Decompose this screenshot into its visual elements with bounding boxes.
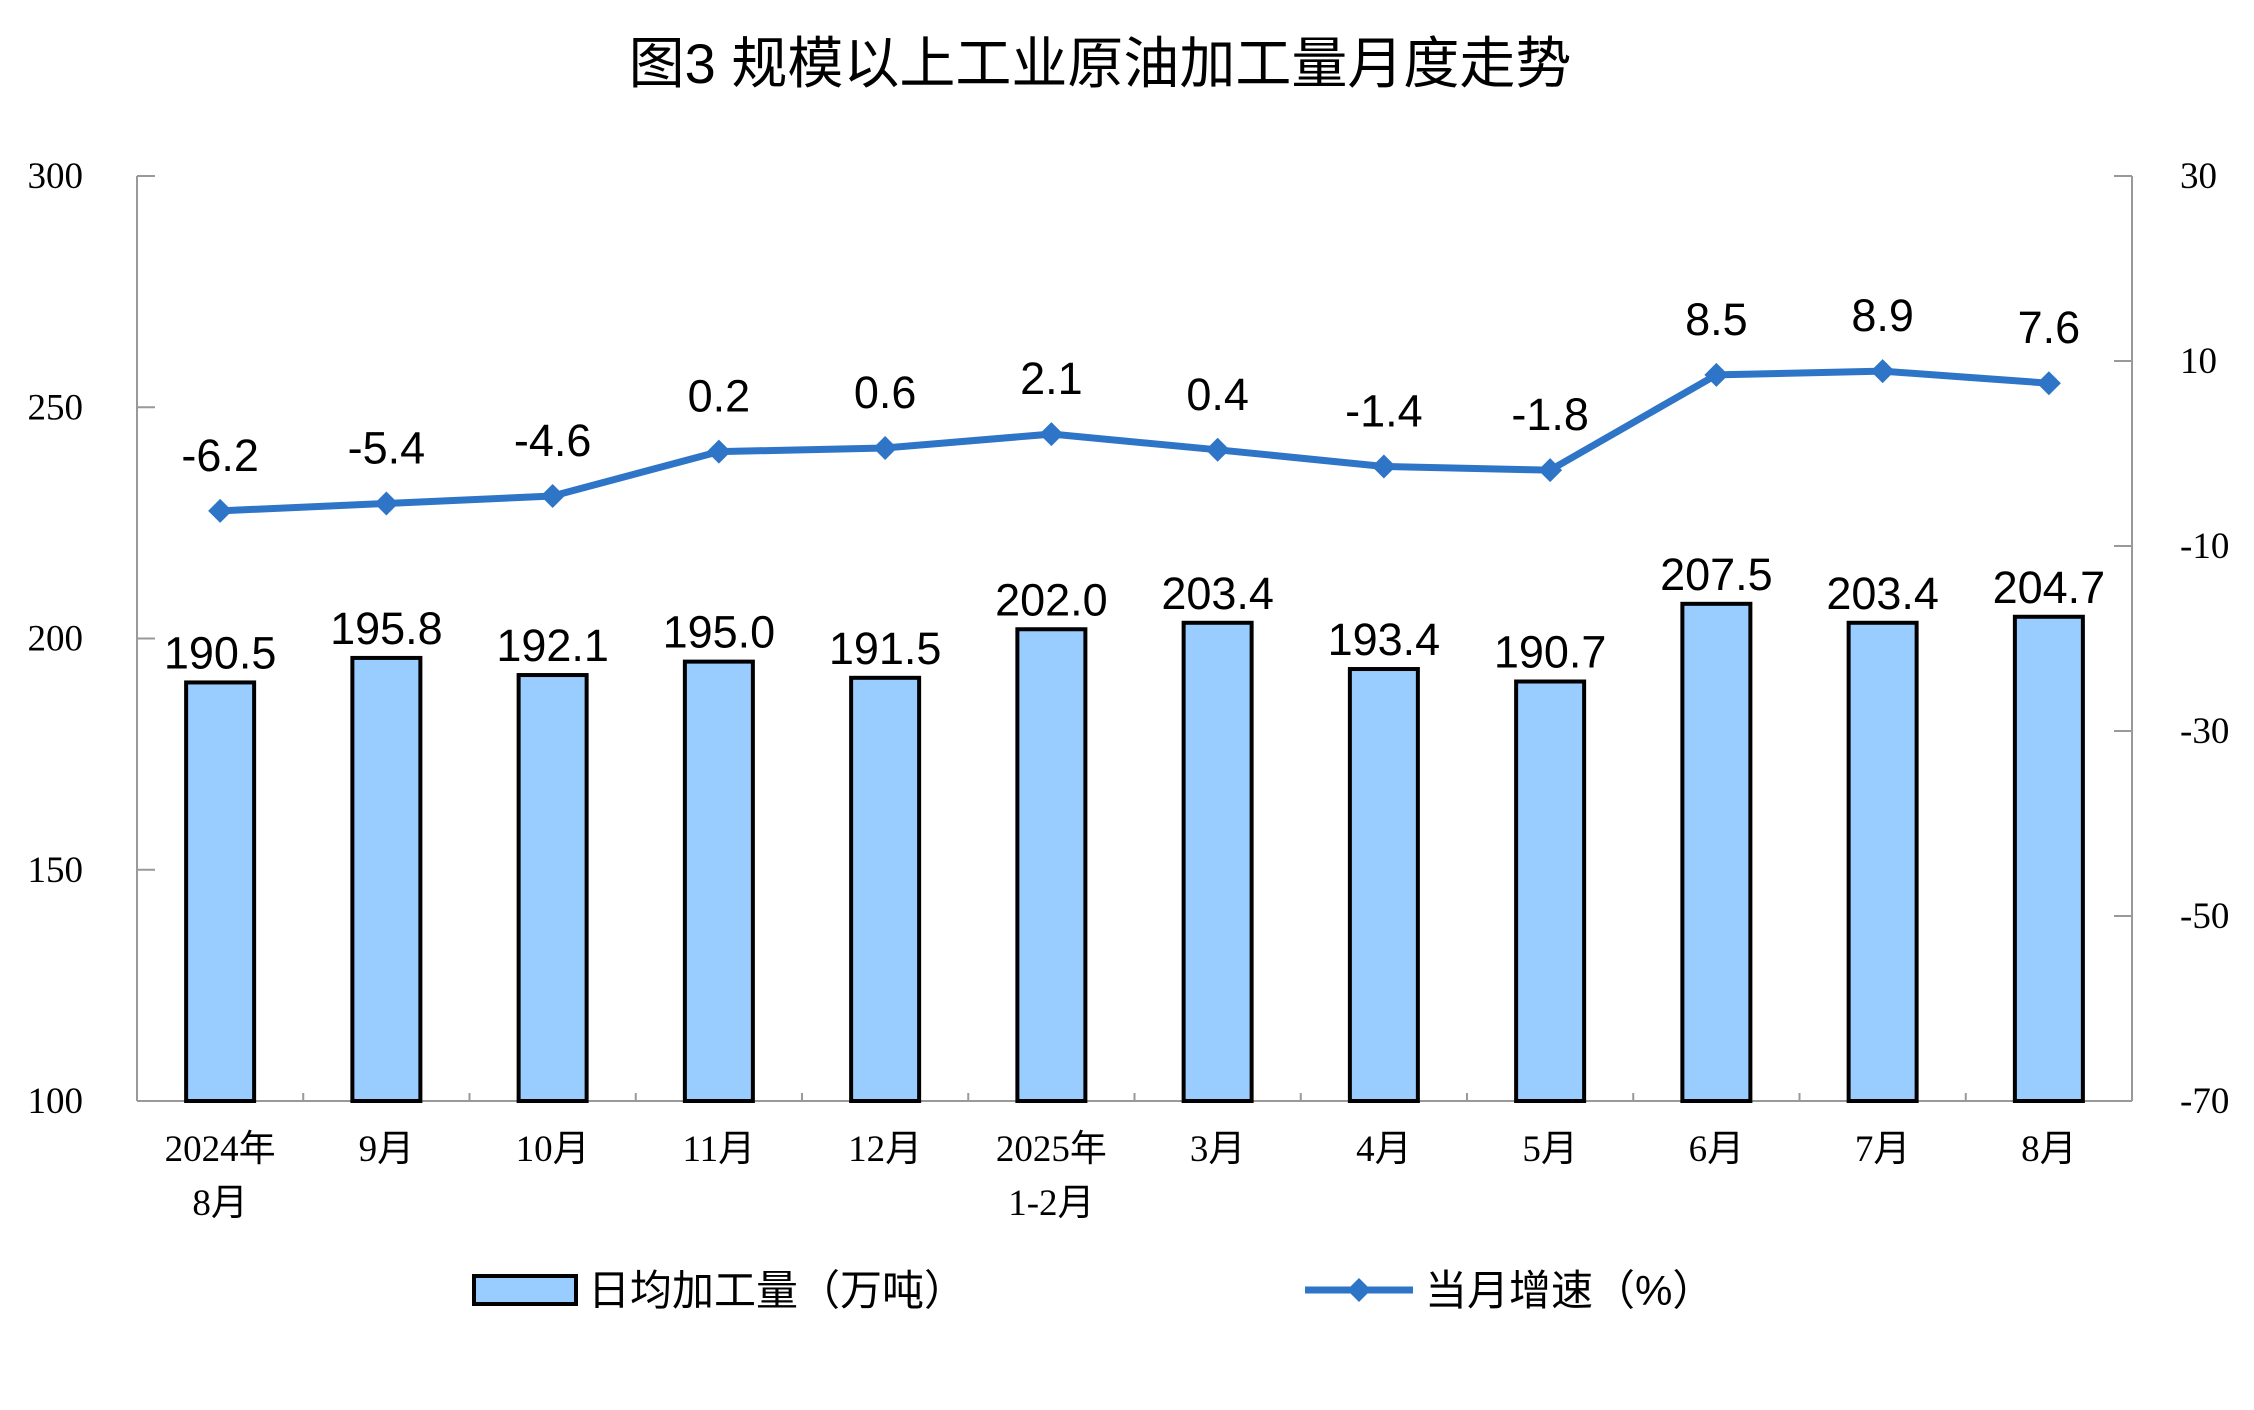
- right-tick-label: -30: [2180, 711, 2229, 752]
- line-marker: [1870, 359, 1895, 384]
- legend-bar-label: 日均加工量（万吨）: [588, 1267, 966, 1314]
- bar-data-label: 190.7: [1494, 627, 1607, 678]
- right-tick-label: -50: [2180, 896, 2229, 937]
- x-tick-label: 2024年: [165, 1128, 276, 1170]
- legend-bar-swatch: [472, 1274, 578, 1306]
- x-tick-label: 8月: [2021, 1129, 2077, 1170]
- bar-data-label: 202.0: [995, 574, 1108, 625]
- bar-series: 190.5 195.8 192.1 195.0 191.5 202.0 203.4 193.4…: [164, 549, 2106, 1104]
- right-tick-label: -10: [2180, 526, 2229, 567]
- line-marker: [706, 439, 731, 464]
- bar: [1514, 679, 1587, 1103]
- line-marker: [208, 498, 233, 523]
- chart-title: 图3 规模以上工业原油加工量月度走势: [629, 32, 1572, 95]
- right-tick-label: 10: [2180, 341, 2217, 382]
- legend: 日均加工量（万吨） 当月增速（%）: [472, 1267, 1714, 1314]
- line-data-label: -6.2: [181, 430, 259, 481]
- line-marker: [540, 484, 565, 509]
- legend-line-marker: [1347, 1278, 1371, 1302]
- line-marker: [374, 491, 399, 516]
- x-tick-label: 3月: [1190, 1129, 1246, 1170]
- bar: [682, 659, 755, 1103]
- right-tick-label: -70: [2180, 1081, 2229, 1122]
- left-tick-label: 250: [28, 387, 84, 428]
- axes: 100 150 200 250 300 -70 -50 -30 -10 10 30 2024年 8月 9月…: [28, 156, 2230, 1224]
- line-data-label: -1.4: [1345, 385, 1423, 436]
- line-marker: [1039, 422, 1064, 447]
- bar-data-label: 195.8: [330, 603, 443, 654]
- bar: [1181, 620, 1254, 1104]
- legend-line-label: 当月增速（%）: [1425, 1267, 1714, 1314]
- bar: [2012, 614, 2085, 1103]
- bar: [516, 673, 589, 1103]
- x-tick-label: 6月: [1689, 1129, 1745, 1170]
- bar-data-label: 207.5: [1660, 549, 1773, 600]
- bar: [849, 675, 922, 1103]
- line-series: -6.2 -5.4 -4.6 0.2 0.6 2.1 0.4 -1.4 -1.8 8.5 8.9 7.…: [181, 290, 2080, 523]
- line-marker: [1205, 437, 1230, 462]
- line-marker: [1704, 362, 1729, 387]
- bar: [1015, 627, 1088, 1103]
- x-tick-label: 11月: [683, 1129, 756, 1170]
- x-tick-label: 10月: [516, 1129, 590, 1170]
- bar: [1680, 601, 1753, 1103]
- line-marker: [2036, 371, 2061, 396]
- line-data-label: 2.1: [1020, 353, 1083, 404]
- line-data-label: 0.4: [1186, 369, 1249, 420]
- line-data-label: 8.5: [1685, 294, 1748, 345]
- x-tick-label: 8月: [192, 1183, 248, 1224]
- left-tick-label: 300: [28, 156, 84, 197]
- line-data-label: 7.6: [2018, 302, 2081, 353]
- line-data-label: -1.8: [1511, 389, 1589, 440]
- x-tick-label: 2025年: [996, 1128, 1107, 1170]
- left-tick-label: 150: [28, 850, 84, 891]
- left-tick-label: 200: [28, 619, 84, 660]
- line-marker: [873, 435, 898, 460]
- bar-data-label: 195.0: [663, 607, 776, 658]
- line-data-label: 0.6: [854, 367, 917, 418]
- bar-data-label: 203.4: [1161, 568, 1274, 619]
- bar: [1846, 620, 1919, 1104]
- bar: [1347, 667, 1420, 1104]
- x-tick-label: 12月: [848, 1129, 922, 1170]
- x-tick-label: 1-2月: [1008, 1183, 1094, 1224]
- line-marker: [1538, 458, 1563, 483]
- line-marker: [1371, 454, 1396, 479]
- bar-data-label: 203.4: [1826, 568, 1939, 619]
- line-data-label: 0.2: [688, 371, 751, 422]
- bar-data-label: 204.7: [1993, 562, 2106, 613]
- growth-line: [219, 367, 2050, 515]
- line-data-label: 8.9: [1851, 290, 1914, 341]
- bar-data-label: 193.4: [1328, 614, 1441, 665]
- line-data-label: -5.4: [348, 422, 426, 473]
- bar: [350, 655, 423, 1103]
- left-tick-label: 100: [28, 1081, 84, 1122]
- line-data-label: -4.6: [514, 415, 592, 466]
- bar: [184, 680, 257, 1103]
- x-tick-label: 5月: [1522, 1129, 1578, 1170]
- x-tick-label: 4月: [1356, 1129, 1412, 1170]
- bar-data-label: 192.1: [496, 620, 609, 671]
- x-tick-label: 7月: [1855, 1129, 1911, 1170]
- x-tick-label: 9月: [359, 1129, 415, 1170]
- bar-data-label: 191.5: [829, 623, 942, 674]
- bar-data-label: 190.5: [164, 627, 277, 678]
- right-tick-label: 30: [2180, 156, 2217, 197]
